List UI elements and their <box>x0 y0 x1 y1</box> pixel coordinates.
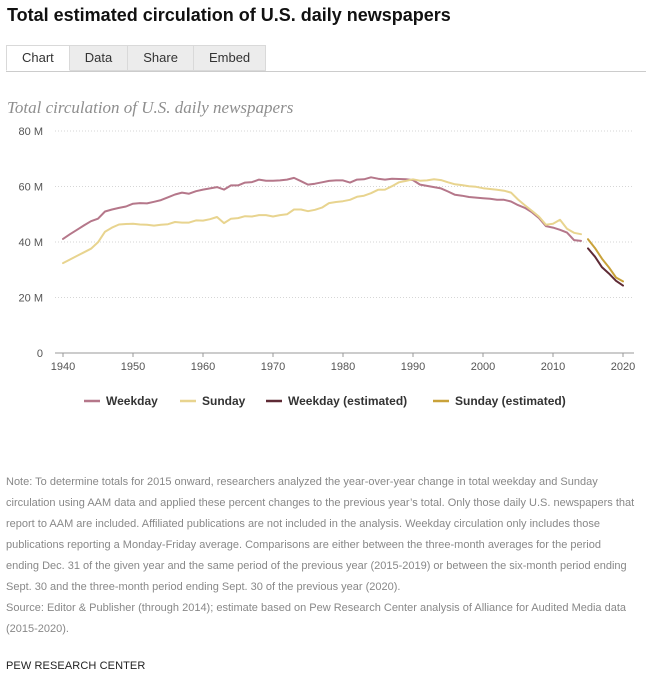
x-axis: 1940 1950 1960 1970 1980 1990 2000 2010 2020 <box>51 353 635 373</box>
y-tick-label: 40 M <box>19 237 43 249</box>
chart-title: Total circulation of U.S. daily newspape… <box>7 98 294 117</box>
chart-note: Note: To determine totals for 2015 onwar… <box>6 472 636 640</box>
line-chart: 020 M40 M60 M80 M 1940 1950 1960 1970 1980 19… <box>19 126 636 408</box>
series-line-2 <box>587 247 624 287</box>
series-line-1 <box>62 178 582 265</box>
tab-share[interactable]: Share <box>128 45 194 71</box>
chart-legend: Weekday Sunday Weekday (estimated) Sunday (… <box>84 394 566 408</box>
chart-grid <box>55 130 634 354</box>
tab-data[interactable]: Data <box>69 45 129 71</box>
y-tick-label: 0 <box>37 348 43 360</box>
x-tick-label: 1960 <box>191 361 215 373</box>
x-tick-label: 2010 <box>541 361 565 373</box>
legend-label-2: Weekday (estimated) <box>288 394 407 408</box>
y-axis: 0 20 M 40 M 60 M 80 M <box>19 126 43 360</box>
y-tick-label: 80 M <box>19 126 43 138</box>
note-text: Note: To determine totals for 2015 onwar… <box>6 476 635 593</box>
footer-credit: PEW RESEARCH CENTER <box>6 660 146 672</box>
x-tick-label: 1950 <box>121 361 145 373</box>
y-tick-label: 20 M <box>19 293 43 305</box>
series-line-3 <box>587 238 624 283</box>
page-title: Total estimated circulation of U.S. dail… <box>7 5 451 25</box>
tab-embed[interactable]: Embed <box>193 45 267 71</box>
series-line-0 <box>62 176 582 242</box>
x-tick-label: 2020 <box>611 361 635 373</box>
legend-label-3: Sunday (estimated) <box>455 394 566 408</box>
tab-chart[interactable]: Chart <box>6 45 70 71</box>
tab-divider <box>6 71 646 72</box>
x-tick-label: 1990 <box>401 361 425 373</box>
legend-label-1: Sunday <box>202 394 246 408</box>
y-tick-label: 60 M <box>19 182 43 194</box>
x-tick-label: 2000 <box>471 361 495 373</box>
x-tick-label: 1940 <box>51 361 75 373</box>
x-tick-label: 1970 <box>261 361 285 373</box>
chart-series <box>62 176 624 287</box>
tab-bar: Chart Data Share Embed <box>6 45 267 72</box>
x-tick-label: 1980 <box>331 361 355 373</box>
legend-label-0: Weekday <box>106 394 158 408</box>
source-text: Source: Editor & Publisher (through 2014… <box>6 602 627 635</box>
